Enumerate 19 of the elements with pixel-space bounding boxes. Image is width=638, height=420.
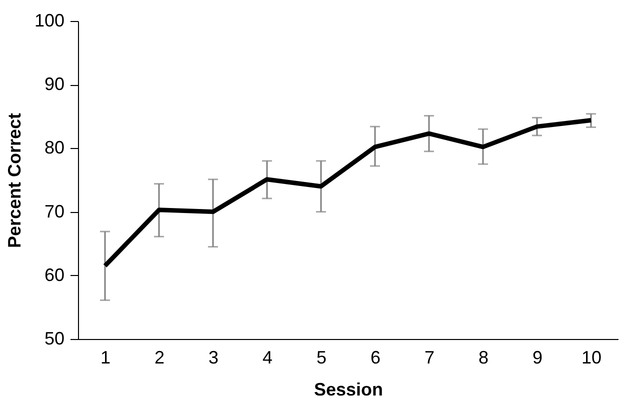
y-tick-label: 80 [44,138,64,158]
y-tick-label: 100 [34,10,64,30]
x-axis-title: Session [314,380,384,400]
x-tick-label: 4 [262,348,273,368]
y-tick-label: 70 [44,201,64,222]
x-tick-label: 7 [424,348,435,368]
x-tick-label: 5 [316,348,327,368]
x-tick-label: 1 [100,348,111,368]
x-tick-label: 8 [478,348,489,368]
y-tick-label: 60 [44,264,64,285]
y-tick-label: 50 [44,328,64,348]
x-tick-label: 10 [581,348,602,368]
x-tick-label: 2 [154,348,165,368]
line-series [102,118,594,268]
x-tick-label: 3 [208,348,219,368]
y-axis-title: Percent Correct [4,112,24,248]
x-tick-label: 9 [532,348,543,368]
y-tick-label: 90 [44,74,64,94]
x-tick-label: 6 [370,348,381,368]
